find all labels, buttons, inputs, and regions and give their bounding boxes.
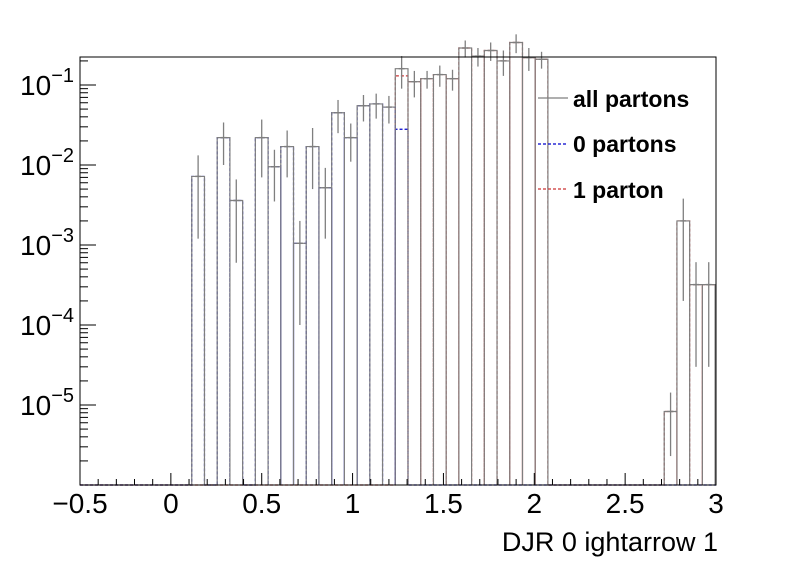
legend-label-1-parton: 1 parton — [573, 177, 664, 203]
y-tick-label: 10−5 — [20, 385, 74, 421]
legend-label-0-partons: 0 partons — [573, 131, 677, 157]
series-layer — [80, 34, 716, 486]
histogram-outline-all-partons — [80, 41, 716, 486]
x-tick-label: 3 — [708, 488, 724, 519]
x-tick-label: 1.5 — [424, 488, 463, 519]
x-tick-label: 0.5 — [242, 488, 281, 519]
y-tick-label: 10−1 — [20, 65, 74, 101]
axes-layer: −0.5 0 0.5 1 1.5 2 2.5 3 10−5 10−4 10−3 10−2 10−1 — [20, 60, 724, 519]
series-all-partons — [80, 34, 716, 486]
x-tick-label: −0.5 — [52, 488, 107, 519]
legend: all partons 0 partons 1 parton — [538, 86, 689, 203]
x-tick-label: 1 — [345, 488, 361, 519]
x-axis-title: DJR 0 ightarrow 1 — [502, 527, 718, 557]
y-tick-label: 10−4 — [20, 305, 74, 341]
y-tick-label: 10−2 — [20, 145, 74, 181]
x-tick-label: 0 — [163, 488, 179, 519]
legend-label-all-partons: all partons — [573, 86, 689, 112]
plot-frame — [79, 56, 717, 486]
x-tick-label: 2.5 — [606, 488, 645, 519]
y-tick-label: 10−3 — [20, 225, 74, 261]
x-tick-label: 2 — [526, 488, 542, 519]
